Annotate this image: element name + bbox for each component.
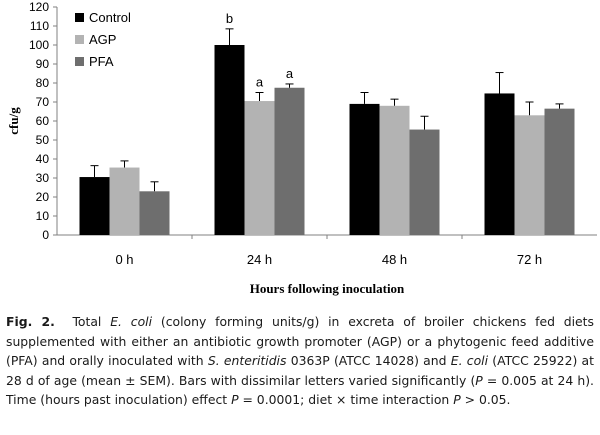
bar [484, 93, 515, 235]
bar [514, 115, 545, 235]
y-tick-label: 100 [29, 38, 49, 52]
caption-text: = 0.0001; diet × time interaction [238, 392, 454, 408]
bar [544, 108, 575, 235]
y-tick-label: 90 [36, 57, 50, 71]
legend-swatch [75, 35, 84, 44]
bar [109, 167, 140, 235]
bar [244, 101, 275, 235]
caption-text: = 0.005 at 24 h). Time (hours past inocu… [6, 372, 594, 408]
x-tick-label: 0 h [115, 252, 133, 267]
caption-p-symbol: P [475, 372, 483, 388]
significance-letter: a [286, 66, 294, 81]
bar [409, 129, 440, 235]
y-tick-label: 10 [36, 209, 50, 223]
y-tick-label: 70 [36, 95, 50, 109]
y-tick-label: 20 [36, 190, 50, 204]
x-tick-label: 48 h [382, 252, 407, 267]
caption-text: Total [72, 314, 111, 329]
caption-text: > 0.05. [460, 392, 511, 408]
legend-swatch [75, 57, 84, 66]
y-tick-label: 0 [42, 228, 49, 242]
y-tick-label: 30 [36, 171, 50, 185]
bar [349, 103, 380, 236]
caption-p-symbol: P [453, 392, 461, 408]
caption-species: E. coli [450, 353, 489, 369]
legend-label: PFA [89, 54, 114, 69]
y-tick-label: 80 [36, 76, 50, 90]
caption-p-symbol: P [231, 392, 239, 408]
chart-canvas: 0 10 20 30 40 50 60 70 80 90 100 110 120 0 h 24 h 48 h… [6, 0, 597, 296]
bar [274, 87, 305, 235]
significance-letter: b [226, 11, 233, 26]
y-axis-title: cfu/g [6, 107, 21, 135]
y-tick-label: 60 [36, 114, 50, 128]
caption-text: (colony forming units/g) in excreta of b… [6, 314, 594, 369]
bar-chart: 0 10 20 30 40 50 60 70 80 90 100 110 120 0 h 24 h 48 h… [6, 0, 597, 296]
significance-letter: a [256, 75, 264, 90]
x-axis-title: Hours following inoculation [250, 281, 405, 296]
caption-label: Fig. 2. [6, 314, 55, 329]
legend-swatch [75, 13, 84, 22]
bar [79, 177, 110, 235]
bar [379, 105, 410, 235]
x-axis: 0 h 24 h 48 h 72 h [57, 234, 597, 267]
y-tick-label: 110 [30, 19, 49, 33]
caption-species: S. enteritidis [207, 353, 287, 369]
legend-label: Control [89, 10, 131, 25]
y-tick-label: 40 [36, 152, 50, 166]
bar [139, 191, 170, 235]
y-tick-label: 50 [36, 133, 50, 147]
y-axis: 0 10 20 30 40 50 60 70 80 90 100 110 120 [29, 0, 58, 242]
y-tick-label: 120 [29, 0, 49, 14]
legend: Control AGP PFA [75, 10, 131, 69]
x-tick-label: 24 h [247, 252, 272, 267]
x-tick-label: 72 h [517, 252, 542, 267]
bars: b a a [79, 11, 575, 236]
caption-text: (ATCC 25922) at 28 d of age (mean ± SEM)… [6, 353, 594, 388]
bar [214, 45, 245, 235]
caption-species: E. coli [110, 314, 153, 329]
caption-text: 0363P (ATCC 14028) and [286, 353, 451, 369]
legend-label: AGP [89, 32, 116, 47]
figure-caption: Fig. 2. Total E. coli (colony forming un… [6, 312, 594, 410]
